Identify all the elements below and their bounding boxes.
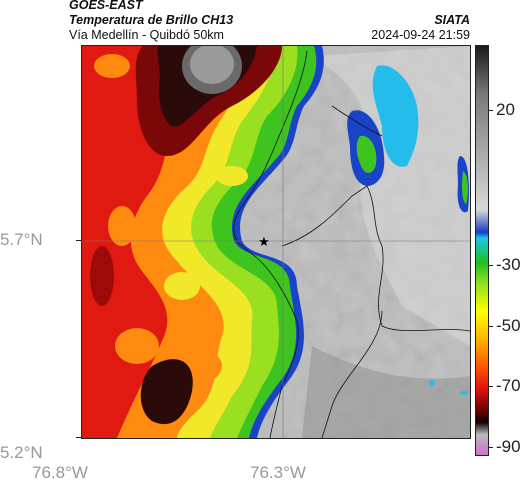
- colorbar-label: -70: [496, 376, 521, 395]
- colorbar-tick: [488, 386, 493, 387]
- colorbar-label: -90: [496, 437, 521, 456]
- overshooting-top-inner: [190, 46, 234, 84]
- lat-label: 5.7°N: [0, 230, 43, 249]
- light-gray-area: [312, 46, 470, 346]
- product-title: Temperatura de Brillo CH13: [69, 13, 234, 27]
- cloud-patch: [108, 206, 136, 246]
- east-cell-cyan: [372, 65, 419, 167]
- cold-patch-west: [90, 246, 114, 306]
- satellite-name: GOES-EAST: [69, 0, 143, 12]
- cloud-patch: [216, 166, 248, 186]
- colorbar-tick: [488, 265, 493, 266]
- cloud-patch: [115, 328, 159, 364]
- colorbar-label: 20: [496, 100, 515, 119]
- colorbar-tick: [488, 447, 493, 448]
- star-icon: ★: [258, 234, 270, 249]
- lon-label: 76.8°W: [32, 463, 88, 482]
- colorbar: [475, 45, 489, 456]
- cloud-patch: [94, 54, 130, 78]
- small-cell: [429, 380, 435, 386]
- admin-border: [321, 310, 383, 438]
- colorbar-tick: [488, 110, 493, 111]
- cloud-patch: [164, 272, 200, 300]
- lat-tick: [76, 240, 81, 241]
- dark-gray-area: [302, 346, 470, 438]
- admin-border: [281, 185, 470, 332]
- small-cell: [460, 391, 468, 395]
- colorbar-tick: [488, 326, 493, 327]
- cloud-patch: [182, 350, 222, 382]
- admin-border: [331, 105, 383, 137]
- east-cell-green: [356, 135, 377, 173]
- colorbar-label: -50: [496, 316, 521, 335]
- lat-label: 5.2°N: [0, 443, 43, 462]
- cold-core-south: [140, 359, 193, 425]
- colorbar-label: -30: [496, 255, 521, 274]
- timestamp-label: 2024-09-24 21:59: [371, 28, 470, 42]
- map-svg: ★: [82, 46, 470, 438]
- lon-label: 76.3°W: [250, 463, 306, 482]
- satellite-map: ★: [81, 45, 471, 439]
- route-label: Vía Medellín - Quibdó 50km: [69, 28, 224, 42]
- east-edge-cell-core: [462, 171, 468, 204]
- coastline: [233, 50, 308, 438]
- source-label: SIATA: [434, 13, 470, 27]
- lat-tick: [76, 437, 81, 438]
